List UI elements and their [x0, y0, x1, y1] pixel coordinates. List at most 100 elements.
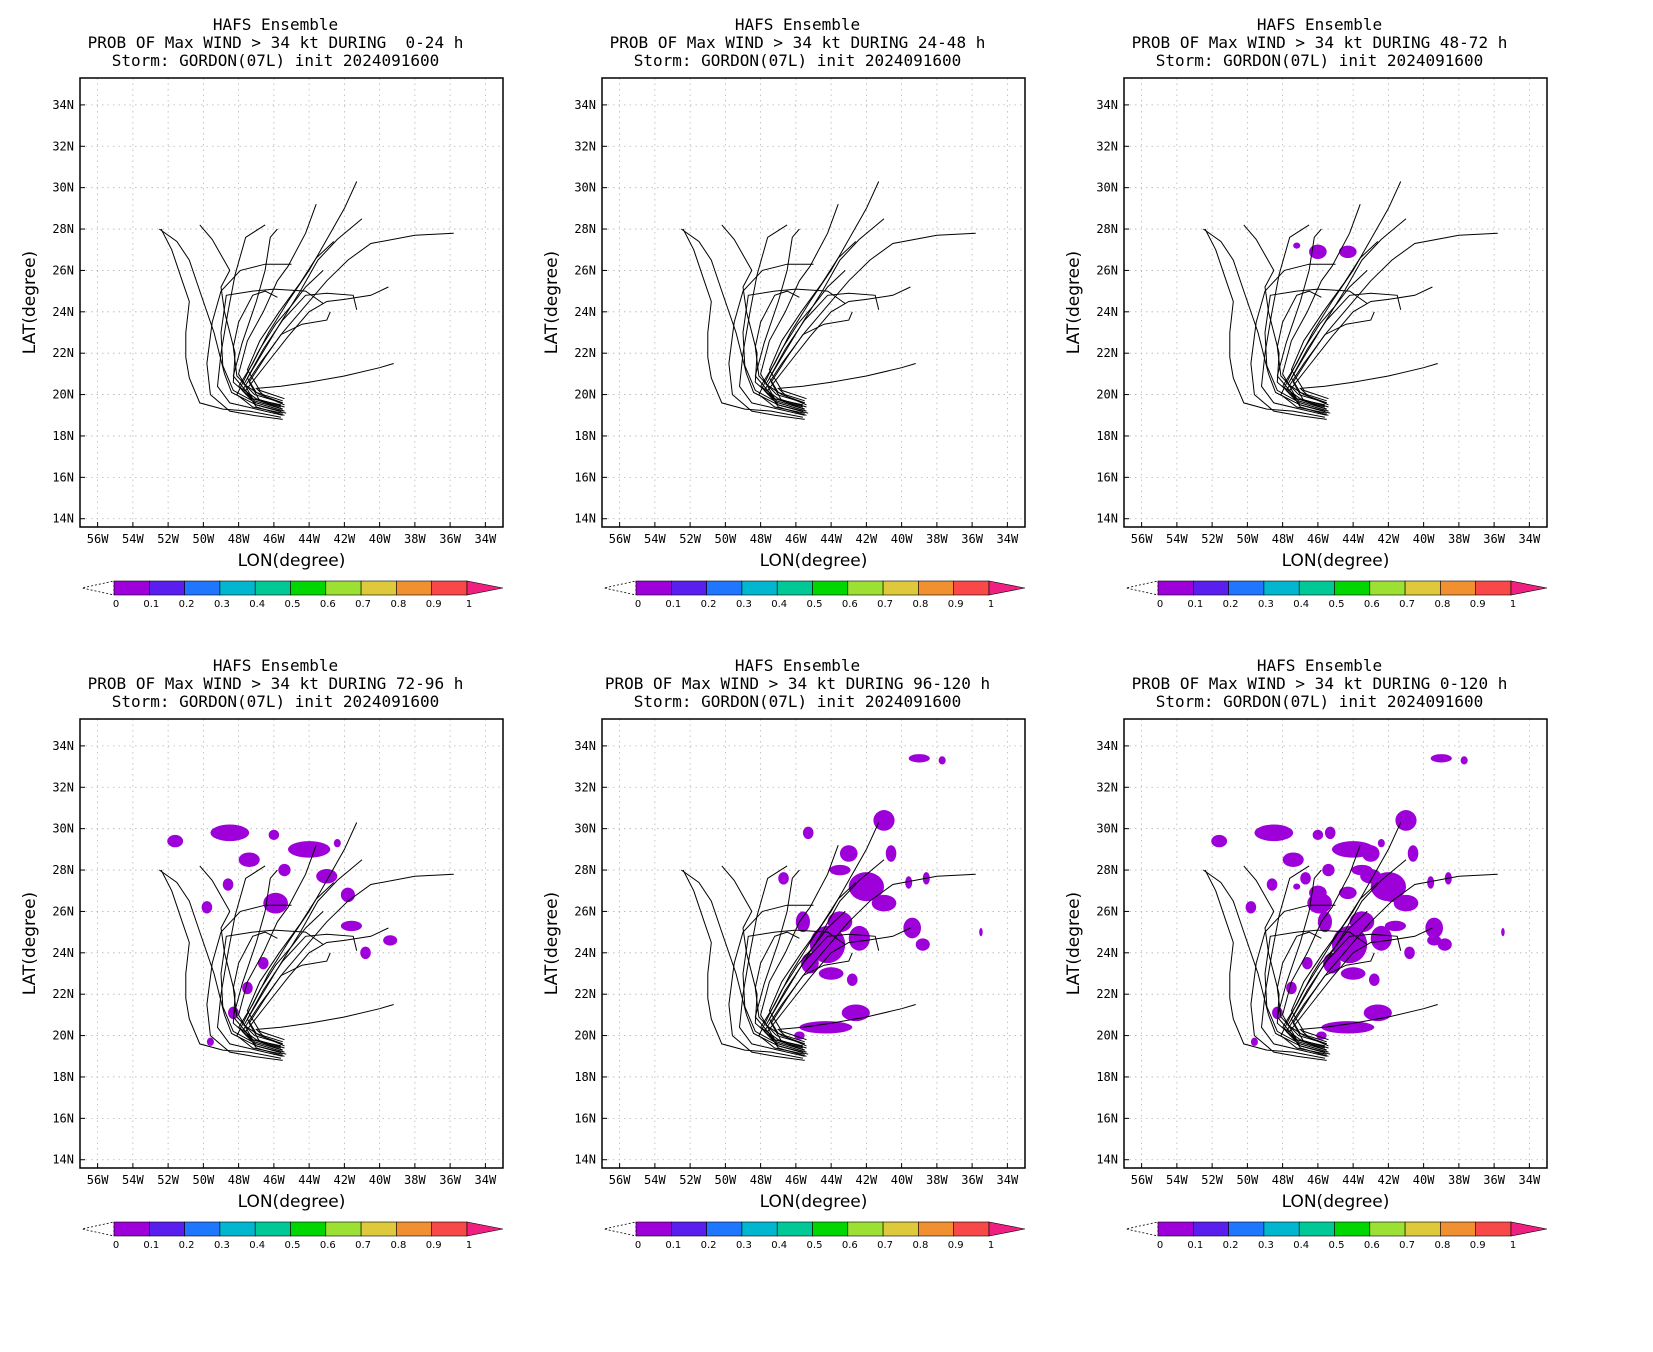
lat-tick-label: 14N [52, 1153, 74, 1167]
lon-tick-label: 40W [369, 1173, 391, 1187]
lat-tick-label: 22N [52, 346, 74, 360]
probability-region [210, 824, 250, 842]
colorbar-segment [254, 1221, 291, 1237]
panel-title-block: HAFS Ensemble PROB OF Max WIND > 34 kt DU… [0, 657, 551, 711]
colorbar-label: 0.6 [320, 599, 336, 610]
track-line [1260, 865, 1327, 1057]
colorbar-label: 0.6 [842, 599, 858, 610]
colorbar-segment [1228, 1221, 1265, 1237]
colorbar-segment [1193, 580, 1229, 596]
panel-storm-line: Storm: GORDON(07L) init 2024091600 [111, 692, 440, 711]
lon-tick-label: 34W [475, 1173, 497, 1187]
probability-region [360, 946, 371, 960]
track-line [1292, 952, 1375, 1051]
colorbar: 0 0.1 0.2 0.3 0.4 0.5 0.6 0.7 0.8 0.9 1 [81, 580, 504, 610]
colorbar-segment [953, 580, 990, 596]
panel-title: HAFS Ensemble [212, 656, 339, 675]
probability-region [1425, 917, 1444, 939]
colorbar-high-extend [1510, 1221, 1548, 1237]
track-line [1285, 873, 1498, 1053]
x-axis-label: LON(degree) [238, 1192, 346, 1212]
lat-tick-label: 18N [52, 429, 74, 443]
track-line [1204, 869, 1325, 1059]
map-panel: HAFS Ensemble PROB OF Max WIND > 34 kt DU… [0, 641, 551, 1317]
track-line [236, 911, 324, 1055]
map-frame [601, 718, 1026, 1169]
colorbar-segment [776, 1221, 813, 1237]
lat-tick-label: 32N [1096, 139, 1118, 153]
probability-region [871, 894, 897, 912]
probability-region [802, 826, 814, 840]
probability-region [1309, 244, 1327, 260]
lon-tick-label: 38W [1448, 1173, 1470, 1187]
lat-tick-label: 28N [1096, 863, 1118, 877]
track-line [763, 232, 976, 412]
colorbar-segment [635, 1221, 672, 1237]
colorbar-segment [671, 1221, 707, 1237]
lon-tick-label: 44W [820, 532, 842, 546]
map-plot: 34N 32N 30N 28N 26N 24N 22N 20N 18N 16N 14N 56W 54W 5… [20, 718, 504, 1251]
colorbar-label: 0 [635, 1240, 641, 1251]
colorbar-label: 0.9 [426, 1240, 442, 1251]
lon-tick-label: 52W [1201, 532, 1223, 546]
colorbar-segment [882, 1221, 919, 1237]
track-line [1290, 241, 1379, 400]
colorbar-segment [1334, 580, 1371, 596]
lat-tick-label: 24N [52, 305, 74, 319]
lon-tick-label: 56W [1131, 1173, 1153, 1187]
track-line [728, 263, 814, 420]
lon-tick-label: 34W [1519, 532, 1541, 546]
lon-tick-label: 52W [157, 1173, 179, 1187]
probability-regions [778, 754, 983, 1040]
probability-region [1339, 886, 1357, 900]
track-line [681, 869, 809, 1055]
lat-tick-label: 14N [574, 512, 596, 526]
panel-subtitle: PROB OF Max WIND > 34 kt DURING 0-120 h [1131, 674, 1508, 693]
lat-tick-label: 14N [574, 1153, 596, 1167]
lat-tick-label: 22N [1096, 987, 1118, 1001]
track-line [245, 286, 389, 416]
track-line [1282, 204, 1361, 408]
colorbar-label: 0.7 [1399, 599, 1415, 610]
probability-region [795, 911, 810, 933]
probability-region [340, 920, 362, 932]
probability-region [885, 845, 897, 862]
track-line [681, 228, 809, 414]
colorbar-label: 0.3 [214, 1240, 230, 1251]
track-line [232, 290, 283, 404]
colorbar-segment [918, 580, 954, 596]
track-line [767, 927, 911, 1057]
panel-title-block: HAFS Ensemble PROB OF Max WIND > 34 kt DU… [522, 16, 1073, 70]
colorbar-segment [1298, 580, 1335, 596]
colorbar-label: 0.8 [390, 1240, 406, 1251]
lat-tick-label: 18N [52, 1070, 74, 1084]
track-line [1292, 311, 1375, 410]
track-line [1264, 929, 1368, 1053]
lon-tick-label: 36W [961, 532, 983, 546]
lat-tick-label: 20N [52, 1029, 74, 1043]
lat-tick-label: 30N [1096, 822, 1118, 836]
track-line [248, 952, 331, 1051]
colorbar-label: 0 [113, 599, 119, 610]
colorbar-segment [431, 1221, 468, 1237]
map-plot: 34N 32N 30N 28N 26N 24N 22N 20N 18N 16N 14N 56W 54W 5… [542, 77, 1026, 610]
y-axis-label: LAT(degree) [20, 251, 40, 354]
colorbar-segment [290, 1221, 327, 1237]
track-line [241, 232, 454, 412]
track-line [246, 933, 358, 1043]
probability-region [278, 863, 291, 877]
lon-tick-label: 56W [87, 1173, 109, 1187]
lat-tick-label: 26N [1096, 904, 1118, 918]
track-line [758, 270, 846, 414]
colorbar-label: 0.2 [701, 1240, 717, 1251]
probability-region [1395, 810, 1417, 831]
lat-tick-label: 18N [1096, 1070, 1118, 1084]
colorbar-label: 0.7 [877, 1240, 893, 1251]
colorbar-label: 0.4 [771, 1240, 787, 1251]
panel-subtitle: PROB OF Max WIND > 34 kt DURING 96-120 h [604, 674, 991, 693]
panel-storm-line: Storm: GORDON(07L) init 2024091600 [1155, 692, 1484, 711]
colorbar-low-extend [81, 1221, 115, 1237]
colorbar-label: 0.6 [1364, 599, 1380, 610]
colorbar-label: 0.2 [701, 599, 717, 610]
panel-storm-line: Storm: GORDON(07L) init 2024091600 [633, 692, 962, 711]
